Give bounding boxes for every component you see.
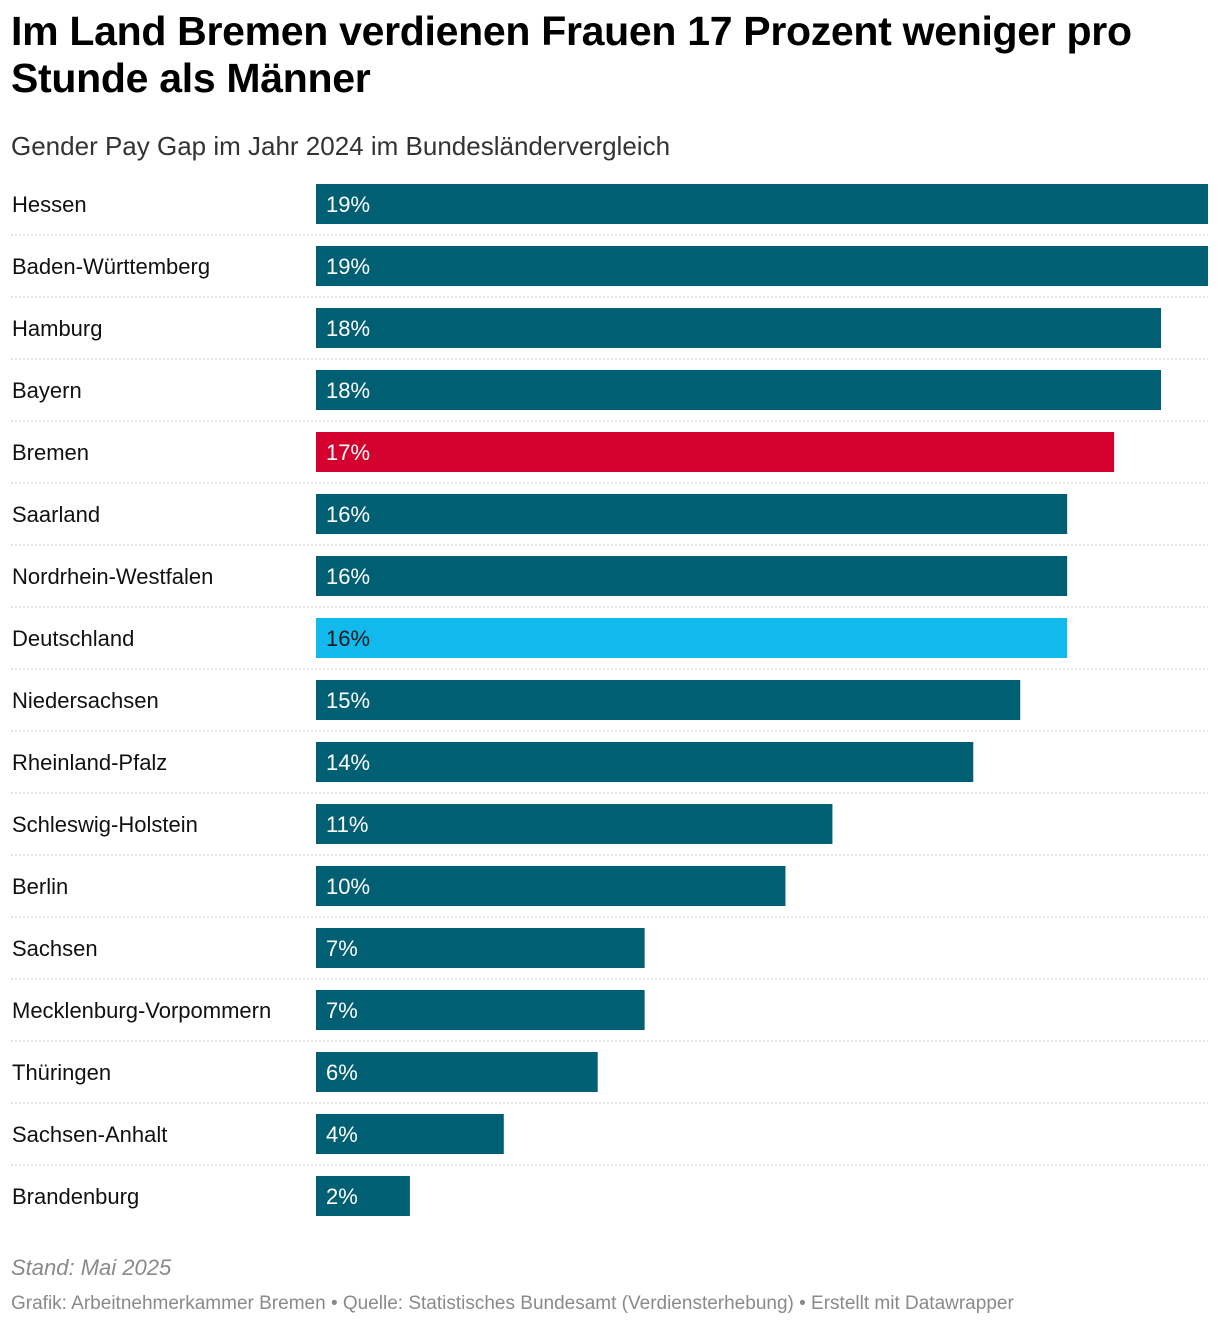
value-label: 10% — [326, 874, 370, 899]
source-credits: Grafik: Arbeitnehmerkammer Bremen • Quel… — [11, 1293, 1014, 1314]
date-note: Stand: Mai 2025 — [11, 1255, 172, 1280]
category-label: Brandenburg — [12, 1184, 139, 1209]
category-label: Thüringen — [12, 1060, 111, 1085]
bar — [316, 866, 786, 906]
bar — [316, 742, 974, 782]
category-label: Mecklenburg-Vorpommern — [12, 998, 271, 1023]
chart-title: Im Land Bremen verdienen Frauen 17 Proze… — [11, 8, 1132, 101]
category-label: Saarland — [12, 502, 100, 527]
value-label: 16% — [326, 626, 370, 651]
value-label: 2% — [326, 1184, 358, 1209]
value-label: 18% — [326, 378, 370, 403]
category-label: Rheinland-Pfalz — [12, 750, 167, 775]
category-label: Baden-Württemberg — [12, 254, 210, 279]
value-label: 14% — [326, 750, 370, 775]
bar — [316, 308, 1162, 348]
value-label: 11% — [326, 812, 368, 837]
value-label: 7% — [326, 998, 358, 1023]
bar — [316, 928, 645, 968]
bar — [316, 1052, 598, 1092]
bar — [316, 804, 833, 844]
category-label: Schleswig-Holstein — [12, 812, 198, 837]
category-label: Hessen — [12, 192, 87, 217]
bar — [316, 618, 1068, 658]
bar — [316, 370, 1162, 410]
value-label: 4% — [326, 1122, 358, 1147]
category-label: Deutschland — [12, 626, 134, 651]
category-label: Sachsen-Anhalt — [12, 1122, 167, 1147]
value-label: 17% — [326, 440, 370, 465]
bar — [316, 680, 1021, 720]
bar — [316, 556, 1068, 596]
value-label: 7% — [326, 936, 358, 961]
bar — [316, 432, 1115, 472]
category-label: Bayern — [12, 378, 82, 403]
value-label: 19% — [326, 254, 370, 279]
bar-chart: Hessen 19% Baden-Württemberg 19% Hamburg 18% B… — [11, 184, 1208, 1216]
bar — [316, 494, 1068, 534]
category-label: Hamburg — [12, 316, 102, 341]
bar — [316, 246, 1208, 286]
category-label: Sachsen — [12, 936, 98, 961]
bar — [316, 1176, 410, 1216]
value-label: 15% — [326, 688, 370, 713]
category-label: Berlin — [12, 874, 68, 899]
category-label: Niedersachsen — [12, 688, 159, 713]
bar — [316, 1114, 504, 1154]
value-label: 6% — [326, 1060, 358, 1085]
bar — [316, 990, 645, 1030]
value-label: 19% — [326, 192, 370, 217]
value-label: 18% — [326, 316, 370, 341]
category-label: Bremen — [12, 440, 89, 465]
value-label: 16% — [326, 502, 370, 527]
chart-subtitle: Gender Pay Gap im Jahr 2024 im Bundeslän… — [11, 131, 671, 161]
category-label: Nordrhein-Westfalen — [12, 564, 213, 589]
bar — [316, 184, 1208, 224]
value-label: 16% — [326, 564, 370, 589]
